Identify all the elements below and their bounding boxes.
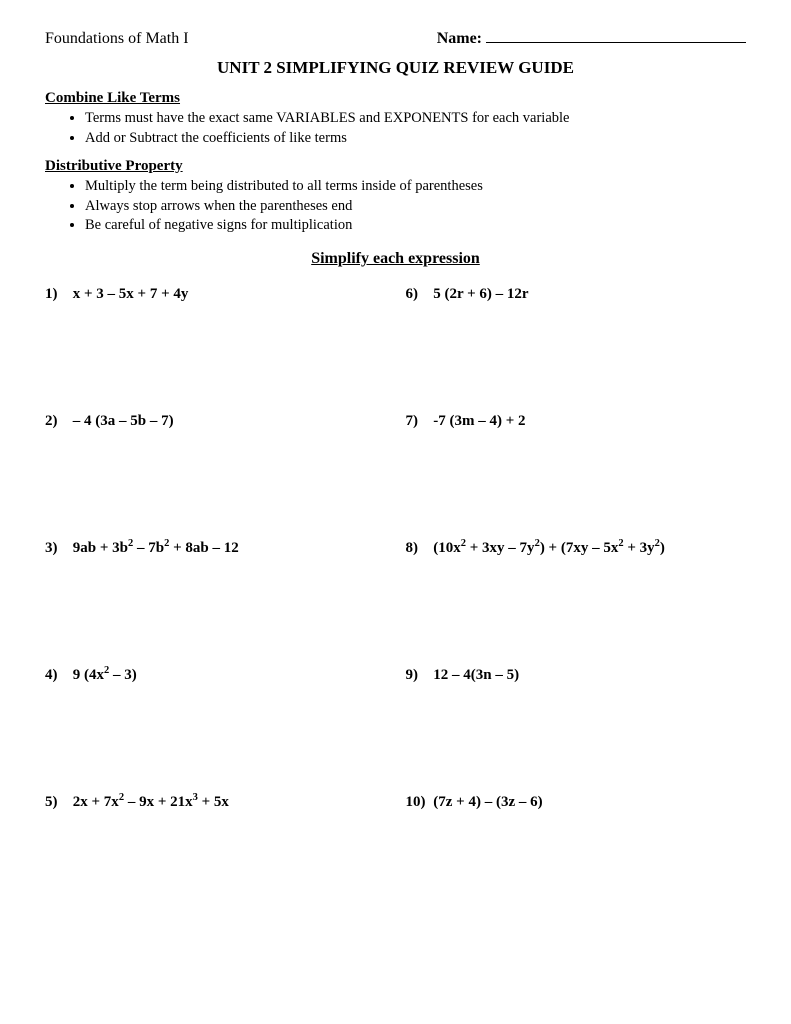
bullet-item: Terms must have the exact same VARIABLES… xyxy=(85,109,746,129)
name-label: Name: xyxy=(437,30,482,47)
problem-expr: – 4 (3a – 5b – 7) xyxy=(73,413,174,429)
section-combine: Combine Like Terms Terms must have the e… xyxy=(45,90,746,148)
problem-10: 10) (7z + 4) – (3z – 6) xyxy=(406,794,747,811)
problem-expr: (10x2 + 3xy – 7y2) + (7xy – 5x2 + 3y2) xyxy=(433,540,665,556)
problem-number: 5) xyxy=(45,794,69,811)
problem-number: 9) xyxy=(406,667,430,684)
course-name: Foundations of Math I xyxy=(45,30,189,48)
problem-3: 3) 9ab + 3b2 – 7b2 + 8ab – 12 xyxy=(45,540,386,557)
problem-8: 8) (10x2 + 3xy – 7y2) + (7xy – 5x2 + 3y2… xyxy=(406,540,747,557)
bullet-item: Be careful of negative signs for multipl… xyxy=(85,216,746,236)
problem-number: 10) xyxy=(406,794,430,811)
problems-grid: 1) x + 3 – 5x + 7 + 4y 6) 5 (2r + 6) – 1… xyxy=(45,286,746,811)
problem-number: 6) xyxy=(406,286,430,303)
problem-6: 6) 5 (2r + 6) – 12r xyxy=(406,286,747,303)
bullet-list: Terms must have the exact same VARIABLES… xyxy=(45,109,746,148)
bullet-item: Add or Subtract the coefficients of like… xyxy=(85,129,746,149)
problem-4: 4) 9 (4x2 – 3) xyxy=(45,667,386,684)
problem-1: 1) x + 3 – 5x + 7 + 4y xyxy=(45,286,386,303)
problem-expr: 2x + 7x2 – 9x + 21x3 + 5x xyxy=(73,794,229,810)
section-distributive: Distributive Property Multiply the term … xyxy=(45,158,746,236)
problem-expr: 9 (4x2 – 3) xyxy=(73,667,137,683)
problem-5: 5) 2x + 7x2 – 9x + 21x3 + 5x xyxy=(45,794,386,811)
problem-number: 1) xyxy=(45,286,69,303)
problem-expr: 9ab + 3b2 – 7b2 + 8ab – 12 xyxy=(73,540,239,556)
instruction: Simplify each expression xyxy=(45,250,746,268)
bullet-list: Multiply the term being distributed to a… xyxy=(45,177,746,236)
problem-expr: 12 – 4(3n – 5) xyxy=(433,667,519,683)
problem-number: 8) xyxy=(406,540,430,557)
problem-expr: -7 (3m – 4) + 2 xyxy=(433,413,525,429)
section-heading: Combine Like Terms xyxy=(45,90,746,107)
header-row: Foundations of Math I Name: xyxy=(45,30,746,48)
problem-7: 7) -7 (3m – 4) + 2 xyxy=(406,413,747,430)
problem-9: 9) 12 – 4(3n – 5) xyxy=(406,667,747,684)
name-field: Name: xyxy=(437,30,746,48)
problem-number: 4) xyxy=(45,667,69,684)
page-title: UNIT 2 SIMPLIFYING QUIZ REVIEW GUIDE xyxy=(45,58,746,78)
name-line[interactable] xyxy=(486,42,746,43)
problem-number: 3) xyxy=(45,540,69,557)
problem-number: 7) xyxy=(406,413,430,430)
problem-expr: 5 (2r + 6) – 12r xyxy=(433,286,528,302)
problem-2: 2) – 4 (3a – 5b – 7) xyxy=(45,413,386,430)
bullet-item: Multiply the term being distributed to a… xyxy=(85,177,746,197)
problem-expr: (7z + 4) – (3z – 6) xyxy=(433,794,542,810)
bullet-item: Always stop arrows when the parentheses … xyxy=(85,197,746,217)
section-heading: Distributive Property xyxy=(45,158,746,175)
problem-expr: x + 3 – 5x + 7 + 4y xyxy=(73,286,189,302)
problem-number: 2) xyxy=(45,413,69,430)
